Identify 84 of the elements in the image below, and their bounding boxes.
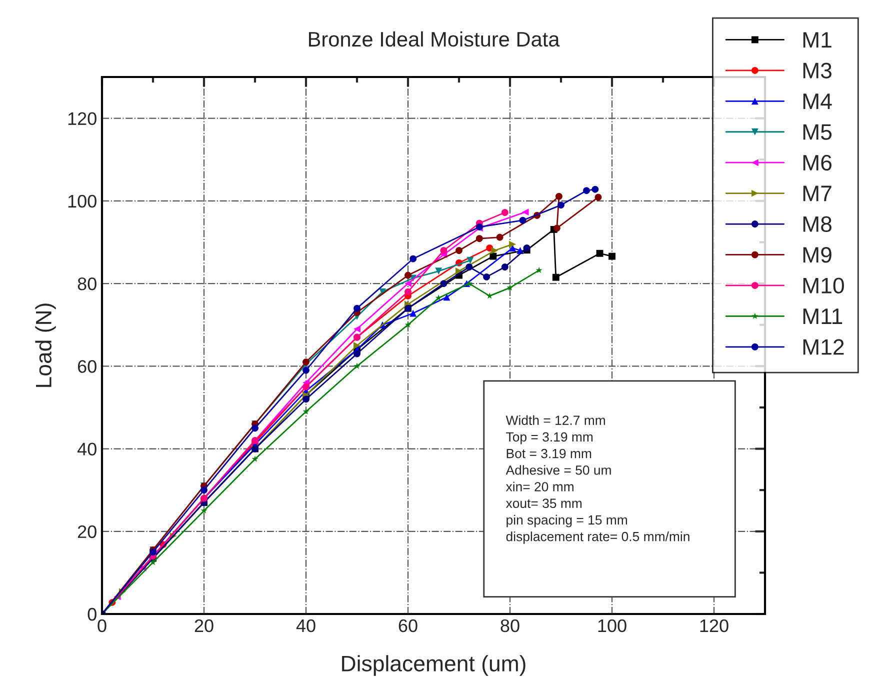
legend-label: M3 [803,62,832,78]
y-tick-label: 100 [68,194,96,208]
point [486,292,493,299]
point [583,187,590,194]
x-tick-label: 0 [98,619,106,632]
legend-label: M8 [803,216,832,232]
point [302,396,310,403]
point [596,250,604,257]
point [150,548,156,556]
legend-label: M1 [803,32,832,48]
point [440,280,448,288]
point [594,194,602,201]
y-tick-label: 120 [68,112,96,126]
point [522,208,529,216]
point [410,310,417,317]
point [456,247,462,254]
legend-label: M5 [803,124,832,140]
point [466,280,472,286]
point [404,288,412,296]
x-tick-label: 100 [598,619,626,632]
point [476,235,483,242]
point [150,558,156,566]
point [354,326,360,332]
point [501,209,508,216]
point [519,216,526,224]
x-tick-label: 120 [700,619,728,632]
y-axis-title: Load (N) [35,304,56,387]
x-tick-label: 40 [296,619,316,632]
point [410,255,417,262]
point [523,244,530,252]
point [553,224,560,232]
point [302,366,310,374]
point [252,456,258,462]
point [435,294,442,301]
legend-label: M12 [803,339,844,355]
point [440,247,448,254]
point [608,252,616,260]
point [558,202,564,209]
point [252,424,258,432]
point [354,304,360,312]
point [354,350,360,358]
point [302,408,310,414]
point [404,272,412,279]
y-tick-label: 40 [77,442,96,456]
x-tick-label: 60 [398,619,418,632]
point [354,342,360,349]
point [509,244,516,252]
x-tick-label: 80 [500,619,520,632]
point [302,358,310,366]
point [501,264,508,270]
point [200,486,208,494]
legend-label: M6 [803,154,832,171]
point [552,274,560,281]
legend-label: M9 [803,247,832,263]
legend-label: M7 [803,186,832,202]
legend-label: M11 [803,308,842,324]
chart-title: Bronze Ideal Moisture Data [308,31,560,47]
point [354,362,360,369]
point [466,264,473,270]
x-axis-title: Displacement (um) [342,655,526,676]
point [506,284,514,290]
point [483,273,490,280]
y-tick-label: 80 [78,277,96,290]
x-tick-label: 20 [194,619,214,632]
point [496,234,504,241]
point [443,294,450,301]
legend-label: M10 [803,278,844,294]
point [536,266,542,274]
y-tick-label: 60 [78,360,96,373]
point [404,280,412,288]
legend-label: M4 [803,94,832,109]
y-tick-label: 0 [88,608,96,621]
point [592,186,599,193]
point [200,507,208,514]
point [509,240,516,248]
point [490,252,497,260]
y-tick-label: 20 [78,525,96,538]
point [435,268,442,275]
point [555,192,562,200]
point [404,321,412,328]
point [466,256,474,264]
point [491,247,498,254]
point [456,268,462,275]
annotation: Width = 12.7 mm Top = 3.19 mm Bot = 3.19 mm Adhesive = 50 um xin= 20 mm xout= 35 mm pin spacing = 15 mm displacement rate= 0.5 mm/min [506,415,690,544]
